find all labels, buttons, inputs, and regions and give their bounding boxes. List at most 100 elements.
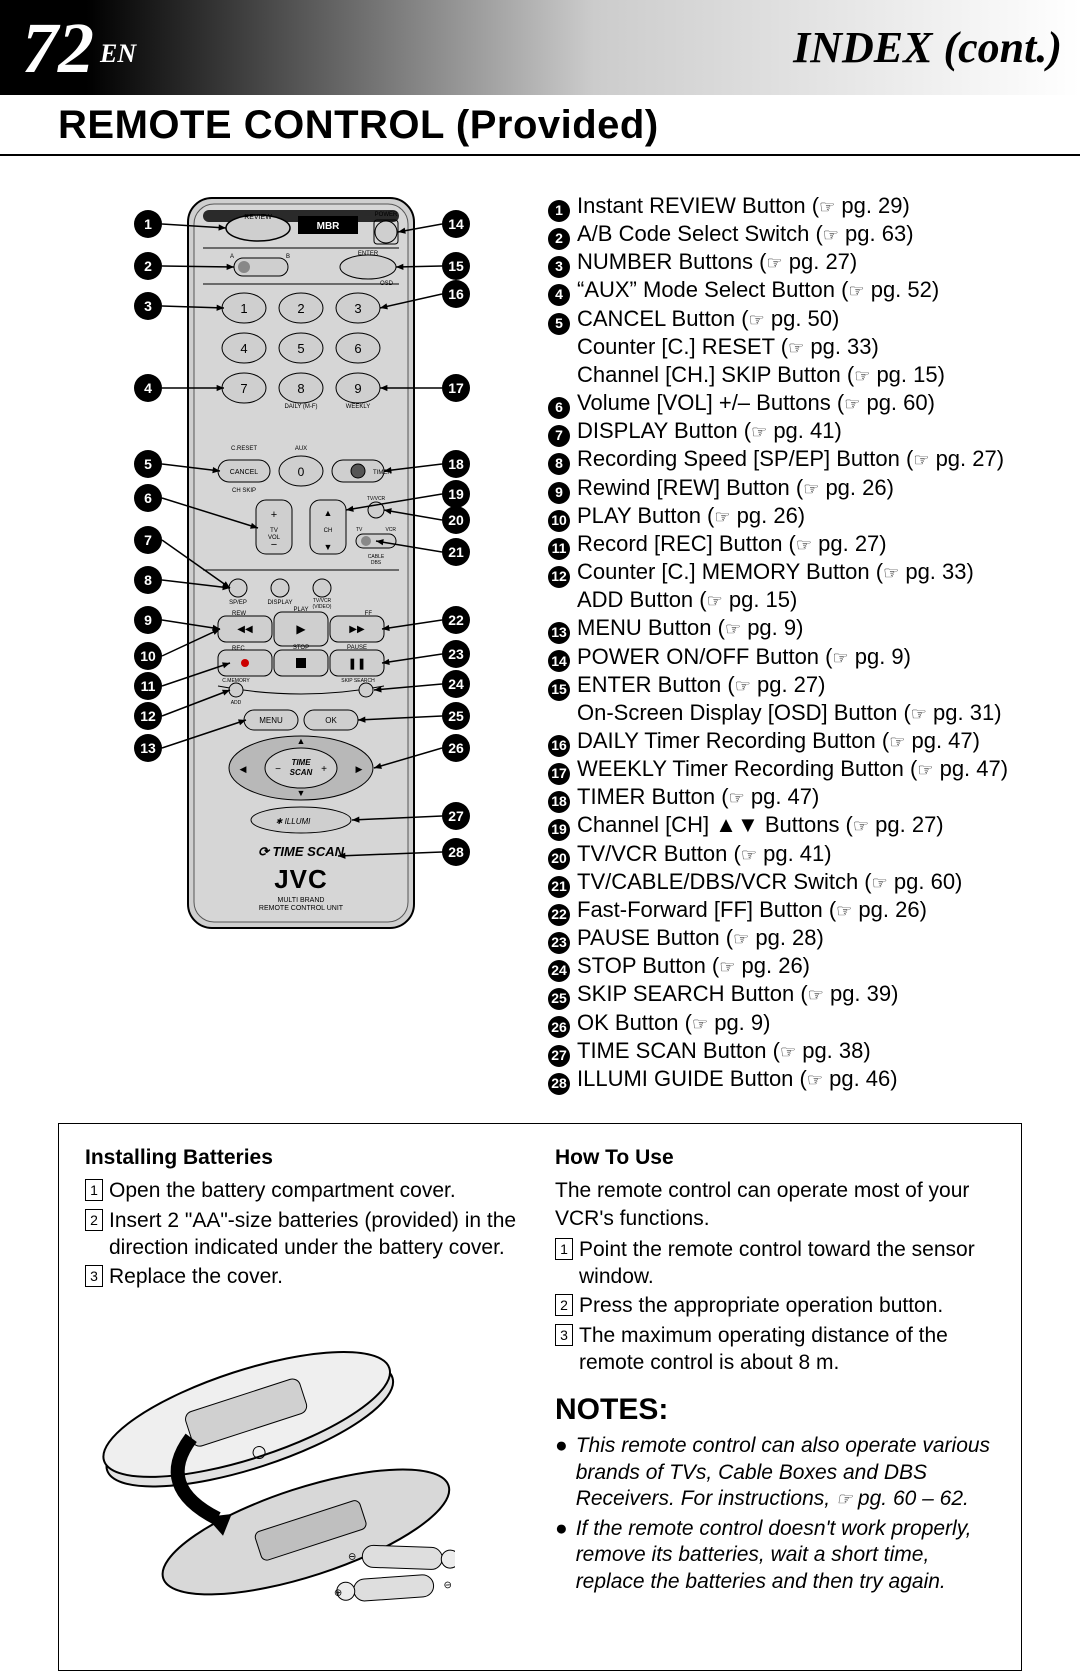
- svg-text:7: 7: [144, 532, 152, 548]
- list-item: 24 STOP Button (☞ pg. 26): [548, 952, 1040, 980]
- list-item: Channel [CH.] SKIP Button (☞ pg. 15): [548, 361, 1040, 389]
- svg-text:1: 1: [144, 216, 152, 232]
- svg-text:AUX: AUX: [295, 446, 307, 452]
- install-step: 2Insert 2 "AA"-size batteries (provided)…: [85, 1207, 525, 1262]
- step-number: 2: [85, 1209, 103, 1231]
- list-item: 18 TIMER Button (☞ pg. 47): [548, 783, 1040, 811]
- item-number-bubble: 6: [548, 397, 570, 419]
- item-text: Rewind [REW] Button (☞ pg. 26): [577, 474, 1040, 502]
- svg-text:B: B: [286, 254, 290, 260]
- svg-text:11: 11: [141, 678, 156, 694]
- item-text: Recording Speed [SP/EP] Button (☞ pg. 27…: [577, 445, 1040, 473]
- note-item: ●If the remote control doesn't work prop…: [555, 1516, 995, 1595]
- howto-heading: How To Use: [555, 1144, 995, 1171]
- item-text: POWER ON/OFF Button (☞ pg. 9): [577, 643, 1040, 671]
- item-number-bubble: 18: [548, 791, 570, 813]
- list-item: 10PLAY Button (☞ pg. 26): [548, 502, 1040, 530]
- list-item: 5CANCEL Button (☞ pg. 50): [548, 305, 1040, 333]
- step-number: 2: [555, 1294, 573, 1316]
- item-text: STOP Button (☞ pg. 26): [577, 952, 1040, 980]
- item-text: TIMER Button (☞ pg. 47): [577, 783, 1040, 811]
- page-lang: EN: [100, 39, 136, 68]
- item-number-bubble: 13: [548, 622, 570, 644]
- svg-text:SP/EP: SP/EP: [229, 600, 247, 606]
- svg-text:STOP: STOP: [293, 645, 309, 651]
- svg-text:18: 18: [448, 456, 464, 472]
- item-number-bubble: 2: [548, 228, 570, 250]
- header-bar: 72EN INDEX (cont.): [0, 0, 1080, 95]
- svg-text:12: 12: [140, 708, 156, 724]
- list-item: 21TV/CABLE/DBS/VCR Switch (☞ pg. 60): [548, 868, 1040, 896]
- svg-text:CH SKIP: CH SKIP: [232, 488, 256, 494]
- item-text: PAUSE Button (☞ pg. 28): [577, 924, 1040, 952]
- item-text: ADD Button (☞ pg. 15): [577, 586, 1040, 614]
- list-item: 13MENU Button (☞ pg. 9): [548, 614, 1040, 642]
- svg-text:⟳ TIME SCAN: ⟳ TIME SCAN: [258, 844, 345, 859]
- item-number-bubble: 8: [548, 453, 570, 475]
- list-item: 23PAUSE Button (☞ pg. 28): [548, 924, 1040, 952]
- item-text: DAILY Timer Recording Button (☞ pg. 47): [577, 727, 1040, 755]
- list-item: 28ILLUMI GUIDE Button (☞ pg. 46): [548, 1065, 1040, 1093]
- svg-text:▶▶: ▶▶: [349, 624, 365, 635]
- howto-step: 1Point the remote control toward the sen…: [555, 1236, 995, 1291]
- item-text: On-Screen Display [OSD] Button (☞ pg. 31…: [577, 699, 1040, 727]
- item-text: Fast-Forward [FF] Button (☞ pg. 26): [577, 896, 1040, 924]
- svg-text:+: +: [271, 509, 277, 521]
- svg-text:FF: FF: [365, 611, 373, 617]
- svg-text:SKIP SEARCH: SKIP SEARCH: [341, 678, 375, 684]
- item-number-bubble: 11: [548, 538, 570, 560]
- item-number-bubble: 15: [548, 679, 570, 701]
- svg-text:9: 9: [144, 612, 152, 628]
- step-number: 1: [555, 1238, 573, 1260]
- notes-heading: NOTES:: [555, 1390, 995, 1429]
- item-text: SKIP SEARCH Button (☞ pg. 39): [577, 980, 1040, 1008]
- item-text: Counter [C.] RESET (☞ pg. 33): [577, 333, 1040, 361]
- svg-text:DBS: DBS: [371, 560, 382, 566]
- svg-text:8: 8: [144, 572, 152, 588]
- remote-svg: REVIEW MBR POWER AB ENTER OSD 123456789 …: [58, 188, 518, 948]
- svg-text:0: 0: [298, 465, 305, 479]
- item-text: WEEKLY Timer Recording Button (☞ pg. 47): [577, 755, 1040, 783]
- item-number-bubble: 16: [548, 735, 570, 757]
- item-number-bubble: 17: [548, 763, 570, 785]
- howto-step: 3The maximum operating distance of the r…: [555, 1322, 995, 1377]
- item-number-bubble: 25: [548, 988, 570, 1010]
- svg-text:(VIDEO): (VIDEO): [313, 604, 332, 610]
- svg-text:▲: ▲: [297, 736, 306, 746]
- svg-text:16: 16: [448, 286, 464, 302]
- item-text: Instant REVIEW Button (☞ pg. 29): [577, 192, 1040, 220]
- item-number-bubble: 14: [548, 650, 570, 672]
- svg-text:◀◀: ◀◀: [237, 624, 253, 635]
- item-text: ENTER Button (☞ pg. 27): [577, 671, 1040, 699]
- install-column: Installing Batteries 1Open the battery c…: [85, 1144, 525, 1648]
- svg-text:VOL: VOL: [268, 535, 281, 541]
- remote-diagram: REVIEW MBR POWER AB ENTER OSD 123456789 …: [58, 188, 518, 1093]
- svg-text:TV/VCR: TV/VCR: [367, 496, 386, 502]
- svg-text:PAUSE: PAUSE: [347, 645, 367, 651]
- step-text: The maximum operating distance of the re…: [579, 1322, 995, 1377]
- svg-text:CH: CH: [324, 528, 333, 534]
- svg-text:3: 3: [144, 298, 152, 314]
- note-item: ●This remote control can also operate va…: [555, 1433, 995, 1512]
- svg-text:✱ ILLUMI: ✱ ILLUMI: [276, 817, 311, 826]
- svg-text:7: 7: [240, 381, 247, 396]
- svg-text:❚❚: ❚❚: [348, 658, 366, 670]
- item-number-bubble: 20: [548, 848, 570, 870]
- svg-text:28: 28: [448, 844, 464, 860]
- battery-illustration: ⊕ ⊖ ⊖ ⊕: [85, 1300, 455, 1640]
- svg-text:5: 5: [297, 341, 304, 356]
- main-content: REVIEW MBR POWER AB ENTER OSD 123456789 …: [0, 156, 1080, 1123]
- svg-text:DAILY (M-F): DAILY (M-F): [284, 404, 317, 410]
- howto-step: 2Press the appropriate operation button.: [555, 1292, 995, 1319]
- list-item: On-Screen Display [OSD] Button (☞ pg. 31…: [548, 699, 1040, 727]
- list-item: 4“AUX” Mode Select Button (☞ pg. 52): [548, 276, 1040, 304]
- howto-intro: The remote control can operate most of y…: [555, 1177, 995, 1232]
- section-title: REMOTE CONTROL (Provided): [0, 95, 1080, 156]
- list-item: 12Counter [C.] MEMORY Button (☞ pg. 33): [548, 558, 1040, 586]
- svg-text:22: 22: [448, 612, 464, 628]
- svg-text:9: 9: [354, 381, 361, 396]
- list-item: 26OK Button (☞ pg. 9): [548, 1009, 1040, 1037]
- list-item: 20TV/VCR Button (☞ pg. 41): [548, 840, 1040, 868]
- item-number-bubble: 24: [548, 960, 570, 982]
- list-item: 1Instant REVIEW Button (☞ pg. 29): [548, 192, 1040, 220]
